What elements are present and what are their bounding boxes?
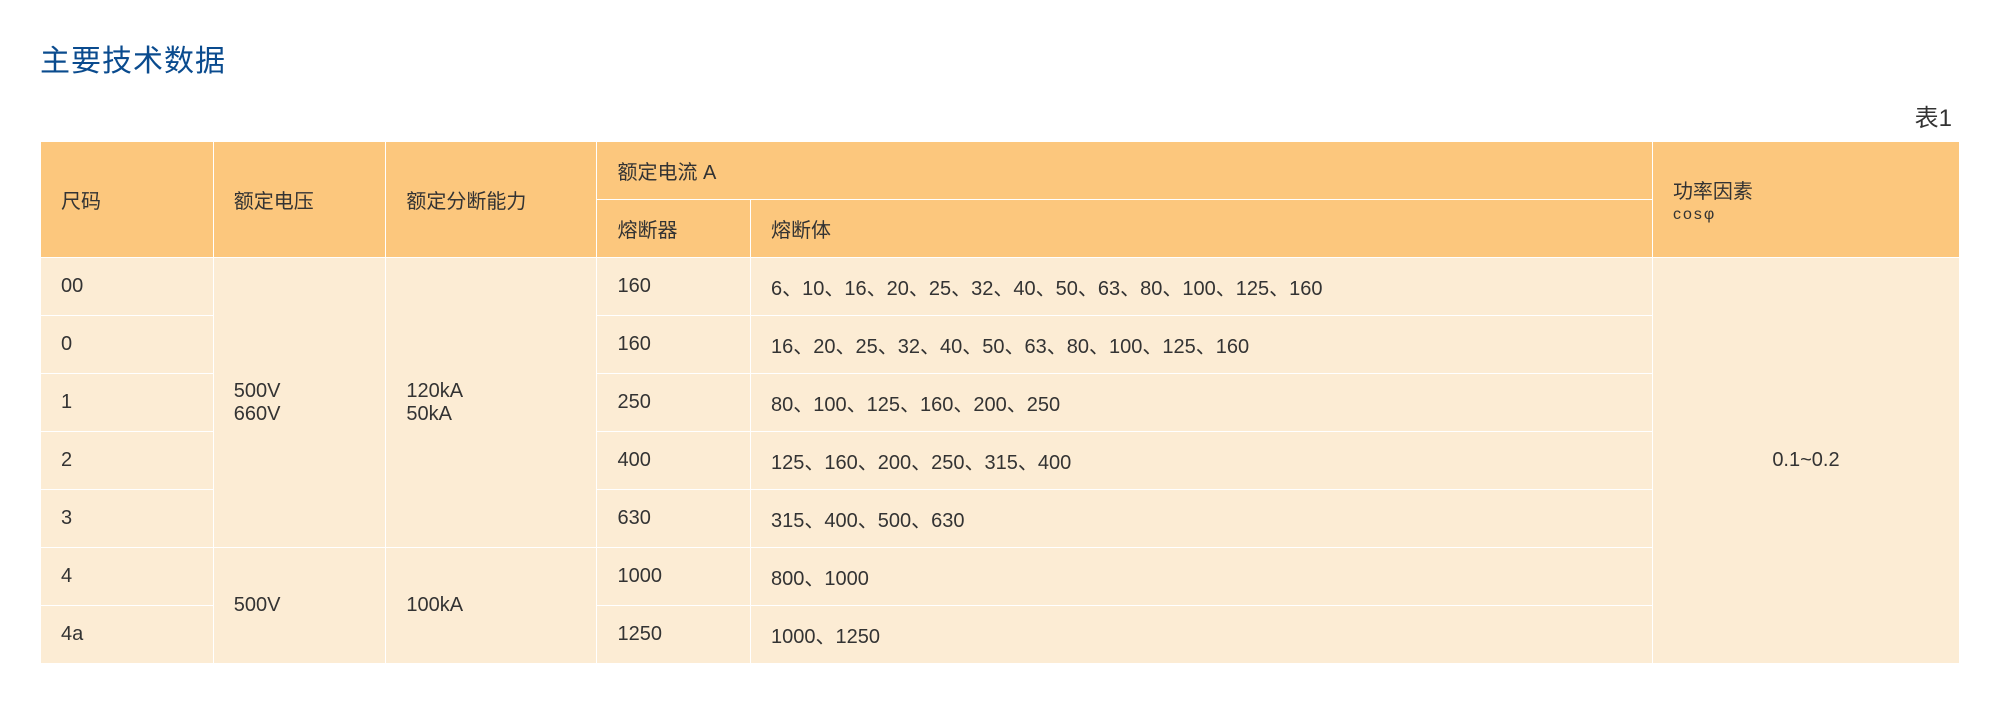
cell-voltage-group1: 500V 660V — [213, 258, 386, 548]
cell-size: 4 — [41, 548, 214, 606]
cell-breaking-group1: 120kA 50kA — [386, 258, 597, 548]
cell-power-factor: 0.1~0.2 — [1652, 258, 1959, 664]
header-size: 尺码 — [41, 142, 214, 258]
cell-size: 4a — [41, 606, 214, 664]
header-rated-voltage: 额定电压 — [213, 142, 386, 258]
cell-size: 3 — [41, 490, 214, 548]
cell-fuse-holder: 1000 — [597, 548, 751, 606]
header-fuse-holder: 熔断器 — [597, 200, 751, 258]
voltage-line1: 500V — [234, 380, 281, 402]
cell-breaking-group2: 100kA — [386, 548, 597, 664]
header-power-factor-main: 功率因素 — [1673, 181, 1753, 203]
table-row: 00 500V 660V 120kA 50kA 160 6、10、16、20、2… — [41, 258, 1960, 316]
cell-fuse-link: 6、10、16、20、25、32、40、50、63、80、100、125、160 — [751, 258, 1653, 316]
cell-fuse-link: 125、160、200、250、315、400 — [751, 432, 1653, 490]
cell-fuse-link: 800、1000 — [751, 548, 1653, 606]
cell-size: 2 — [41, 432, 214, 490]
header-breaking-capacity: 额定分断能力 — [386, 142, 597, 258]
table-header-row-1: 尺码 额定电压 额定分断能力 额定电流 A 功率因素 cosφ — [41, 142, 1960, 200]
voltage-line2: 660V — [234, 403, 281, 425]
table-number-label: 表1 — [40, 98, 1952, 133]
cell-fuse-holder: 250 — [597, 374, 751, 432]
header-fuse-link: 熔断体 — [751, 200, 1653, 258]
breaking-line2: 50kA — [406, 403, 452, 425]
cell-fuse-holder: 160 — [597, 316, 751, 374]
technical-data-table: 尺码 额定电压 额定分断能力 额定电流 A 功率因素 cosφ 熔断器 熔断体 … — [40, 141, 1960, 664]
cell-fuse-holder: 1250 — [597, 606, 751, 664]
cell-fuse-link: 16、20、25、32、40、50、63、80、100、125、160 — [751, 316, 1653, 374]
cell-fuse-holder: 400 — [597, 432, 751, 490]
header-rated-current-group: 额定电流 A — [597, 142, 1652, 200]
cell-size: 0 — [41, 316, 214, 374]
cell-fuse-link: 315、400、500、630 — [751, 490, 1653, 548]
cell-fuse-link: 80、100、125、160、200、250 — [751, 374, 1653, 432]
cell-fuse-holder: 630 — [597, 490, 751, 548]
section-title: 主要技术数据 — [40, 36, 1960, 80]
breaking-line1: 120kA — [406, 380, 463, 402]
cell-voltage-group2: 500V — [213, 548, 386, 664]
header-power-factor-sub: cosφ — [1673, 206, 1939, 224]
header-power-factor: 功率因素 cosφ — [1652, 142, 1959, 258]
cell-size: 1 — [41, 374, 214, 432]
cell-fuse-holder: 160 — [597, 258, 751, 316]
cell-fuse-link: 1000、1250 — [751, 606, 1653, 664]
cell-size: 00 — [41, 258, 214, 316]
